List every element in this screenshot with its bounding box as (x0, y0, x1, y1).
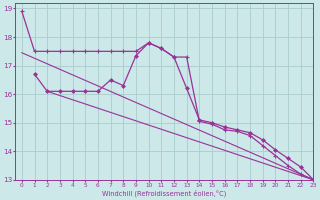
X-axis label: Windchill (Refroidissement éolien,°C): Windchill (Refroidissement éolien,°C) (102, 190, 227, 197)
